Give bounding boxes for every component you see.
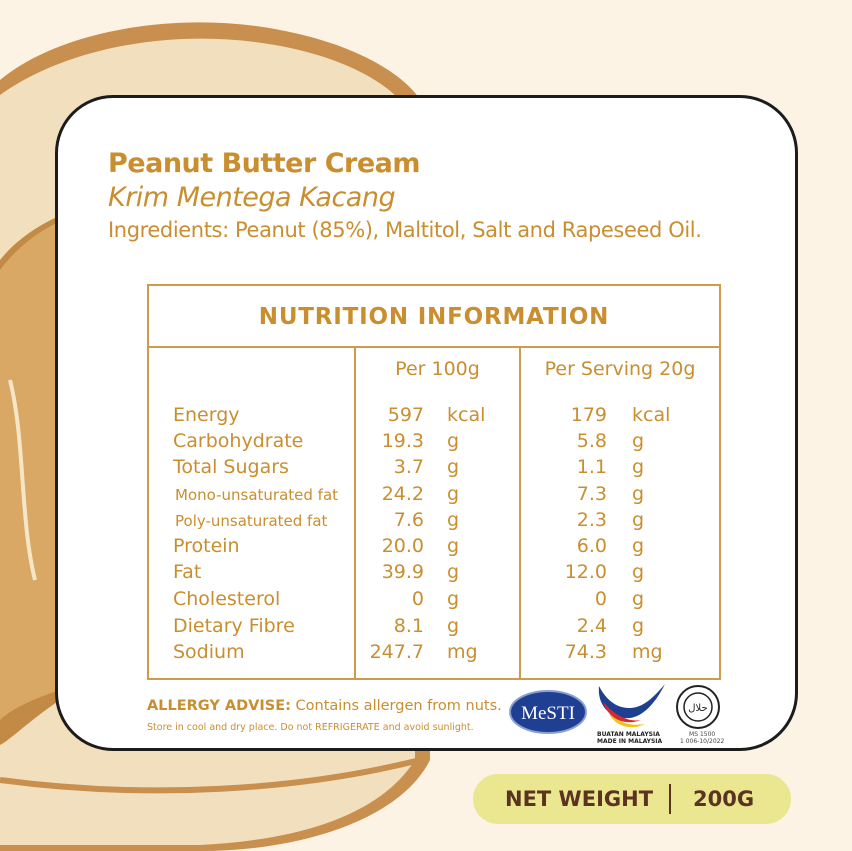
value-per-100g: 597 <box>387 404 424 426</box>
value-per-100g: 20.0 <box>381 535 424 557</box>
unit-per-serving: g <box>632 430 645 452</box>
column-divider <box>519 348 521 678</box>
nutrition-row: Protein 20.0 g 6.0 g <box>149 535 719 561</box>
value-per-100g: 0 <box>411 588 424 610</box>
value-per-100g: 7.6 <box>393 509 424 531</box>
value-per-serving: 7.3 <box>576 483 607 505</box>
halal-line1: MS 1500 <box>689 731 716 738</box>
value-per-serving: 2.4 <box>576 615 607 637</box>
unit-per-100g: g <box>447 588 460 610</box>
nutrition-row: Carbohydrate 19.3 g 5.8 g <box>149 430 719 456</box>
unit-per-100g: mg <box>447 641 478 663</box>
nutrition-table: NUTRITION INFORMATION Per 100g Per Servi… <box>147 284 721 680</box>
value-per-serving: 0 <box>594 588 607 610</box>
product-subtitle: Krim Mentega Kacang <box>108 182 396 213</box>
unit-per-serving: g <box>632 456 645 478</box>
allergy-advise: ALLERGY ADVISE: Contains allergen from n… <box>147 698 502 714</box>
halal-cert-text: MS 1500 1 006-10/2022 <box>680 731 724 745</box>
mesti-logo: MeSTI <box>509 690 587 734</box>
label-card <box>55 95 798 751</box>
nutrient-label: Cholesterol <box>173 588 281 610</box>
net-weight-badge: NET WEIGHT 200G <box>473 774 791 824</box>
value-per-serving: 2.3 <box>576 509 607 531</box>
nutrition-row: Total Sugars 3.7 g 1.1 g <box>149 456 719 482</box>
unit-per-serving: g <box>632 535 645 557</box>
malaysia-line2: MADE IN MALAYSIA <box>597 738 663 745</box>
unit-per-100g: g <box>447 483 460 505</box>
column-header-per-100g: Per 100g <box>395 358 480 380</box>
unit-per-serving: g <box>632 615 645 637</box>
unit-per-serving: mg <box>632 641 663 663</box>
nutrition-row: Fat 39.9 g 12.0 g <box>149 561 719 587</box>
nutrition-heading: NUTRITION INFORMATION <box>149 286 719 348</box>
unit-per-100g: g <box>447 615 460 637</box>
nutrient-label: Mono-unsaturated fat <box>175 486 339 504</box>
net-weight-value: 200G <box>693 787 755 811</box>
made-in-malaysia-text: BUATAN MALAYSIA MADE IN MALAYSIA <box>597 731 662 745</box>
unit-per-serving: kcal <box>632 404 671 426</box>
unit-per-100g: kcal <box>447 404 486 426</box>
unit-per-serving: g <box>632 509 645 531</box>
unit-per-100g: g <box>447 509 460 531</box>
value-per-100g: 3.7 <box>393 456 424 478</box>
value-per-serving: 1.1 <box>576 456 607 478</box>
nutrition-row: Mono-unsaturated fat 24.2 g 7.3 g <box>149 483 719 509</box>
value-per-serving: 12.0 <box>564 561 607 583</box>
nutrient-label: Dietary Fibre <box>173 615 295 637</box>
svg-text:حلال: حلال <box>688 703 707 714</box>
nutrient-label: Carbohydrate <box>173 430 304 452</box>
unit-per-serving: g <box>632 483 645 505</box>
allergy-text: Contains allergen from nuts. <box>290 698 502 714</box>
nutrient-label: Sodium <box>173 641 245 663</box>
net-weight-divider <box>669 784 671 814</box>
nutrition-row: Energy 597 kcal 179 kcal <box>149 404 719 430</box>
nutrition-row: Cholesterol 0 g 0 g <box>149 588 719 614</box>
made-in-malaysia-logo <box>598 684 665 728</box>
nutrition-row: Poly-unsaturated fat 7.6 g 2.3 g <box>149 509 719 535</box>
unit-per-serving: g <box>632 561 645 583</box>
ingredients-text: Ingredients: Peanut (85%), Maltitol, Sal… <box>108 218 702 242</box>
net-weight-label: NET WEIGHT <box>505 787 654 811</box>
value-per-serving: 74.3 <box>564 641 607 663</box>
nutrient-label: Protein <box>173 535 240 557</box>
nutrition-row: Dietary Fibre 8.1 g 2.4 g <box>149 615 719 641</box>
malaysia-line1: BUATAN MALAYSIA <box>597 731 660 738</box>
nutrient-label: Poly-unsaturated fat <box>175 512 328 530</box>
value-per-serving: 5.8 <box>576 430 607 452</box>
unit-per-100g: g <box>447 456 460 478</box>
unit-per-serving: g <box>632 588 645 610</box>
nutrition-row: Sodium 247.7 mg 74.3 mg <box>149 641 719 667</box>
column-divider <box>354 348 356 678</box>
value-per-100g: 247.7 <box>369 641 424 663</box>
storage-instructions: Store in cool and dry place. Do not REFR… <box>147 722 474 733</box>
column-header-per-serving: Per Serving 20g <box>544 358 696 380</box>
halal-line2: 1 006-10/2022 <box>680 738 725 745</box>
value-per-100g: 19.3 <box>381 430 424 452</box>
unit-per-100g: g <box>447 561 460 583</box>
unit-per-100g: g <box>447 535 460 557</box>
mesti-logo-text: MeSTI <box>521 703 575 724</box>
value-per-100g: 39.9 <box>381 561 424 583</box>
unit-per-100g: g <box>447 430 460 452</box>
value-per-serving: 6.0 <box>576 535 607 557</box>
value-per-100g: 8.1 <box>393 615 424 637</box>
nutrient-label: Fat <box>173 561 202 583</box>
value-per-serving: 179 <box>570 404 607 426</box>
nutrient-label: Energy <box>173 404 240 426</box>
halal-logo: حلال <box>676 685 720 729</box>
value-per-100g: 24.2 <box>381 483 424 505</box>
nutrient-label: Total Sugars <box>173 456 289 478</box>
product-title: Peanut Butter Cream <box>108 148 421 179</box>
allergy-label: ALLERGY ADVISE: <box>147 698 291 714</box>
